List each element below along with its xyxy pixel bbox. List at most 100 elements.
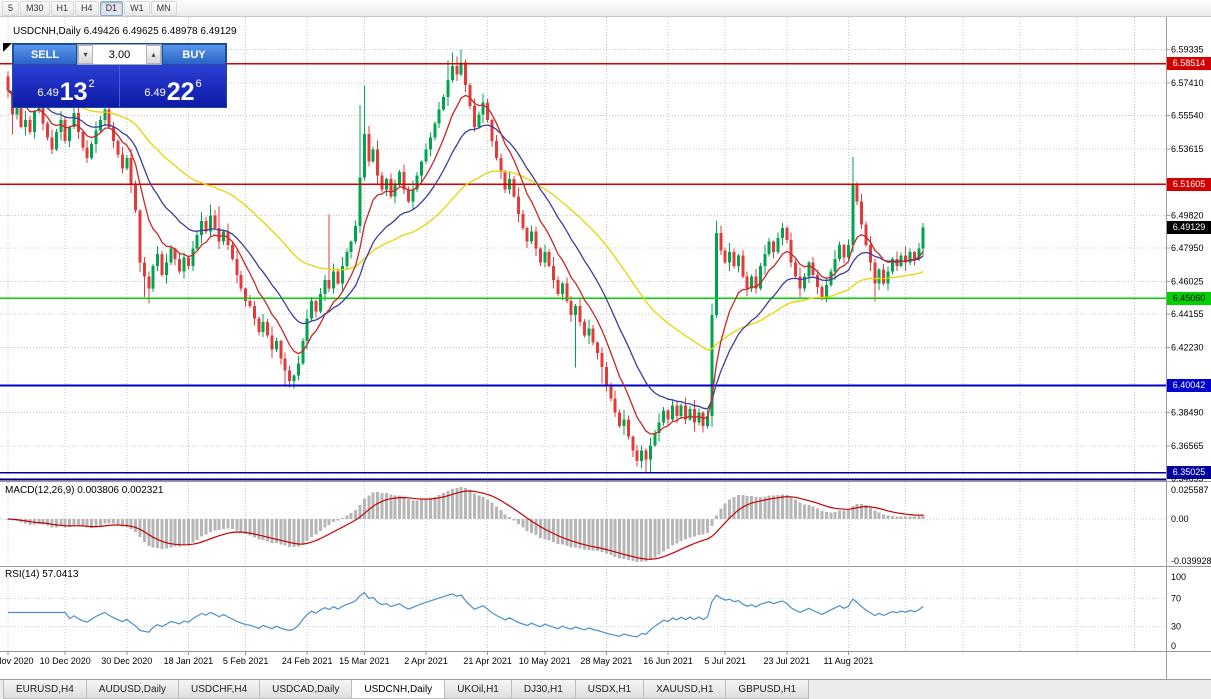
- one-click-top-row: SELL ▾ 3.00 ▴ BUY: [13, 44, 226, 65]
- rsi-name: RSI(14): [5, 569, 40, 580]
- svg-text:6.36565: 6.36565: [1171, 441, 1204, 451]
- svg-text:6.46025: 6.46025: [1171, 276, 1204, 286]
- buy-price-display[interactable]: 6.49 22 6: [119, 65, 226, 107]
- svg-text:6.47950: 6.47950: [1171, 243, 1204, 253]
- chart-tab-audusd-daily[interactable]: AUDUSD,Daily: [85, 680, 180, 699]
- chart-tab-xauusd-h1[interactable]: XAUUSD,H1: [643, 680, 727, 699]
- macd-indicator-label: MACD(12,26,9) 0.003806 0.002321: [5, 485, 163, 496]
- sell-button[interactable]: SELL: [13, 44, 77, 65]
- svg-text:100: 100: [1171, 572, 1186, 582]
- svg-text:30 Dec 2020: 30 Dec 2020: [101, 656, 152, 666]
- timeframe-button-h1[interactable]: H1: [50, 0, 75, 16]
- macd-layer: [0, 487, 1166, 562]
- svg-text:0.025587: 0.025587: [1171, 485, 1209, 495]
- one-click-collapse-icon[interactable]: [3, 43, 12, 52]
- chart-tab-dj30-h1[interactable]: DJ30,H1: [510, 680, 576, 699]
- chart-tab-gbpusd-h1[interactable]: GBPUSD,H1: [725, 680, 810, 699]
- ma-mid-blue: [7, 89, 924, 410]
- svg-text:5 Feb 2021: 5 Feb 2021: [223, 656, 269, 666]
- svg-text:10 May 2021: 10 May 2021: [519, 656, 571, 666]
- ohlc-values: 6.49426 6.49625 6.48978 6.49129: [83, 26, 237, 37]
- chart-tabs-bar: EURUSD,H4 AUDUSD,Daily USDCHF,H4 USDCAD,Dai…: [0, 679, 1211, 699]
- volume-spinner: ▾ 3.00 ▴: [77, 44, 162, 65]
- macd-values: 0.003806 0.002321: [77, 485, 164, 496]
- svg-text:70: 70: [1171, 593, 1181, 603]
- level-price-badge: 6.45060: [1167, 291, 1211, 305]
- sell-price-display[interactable]: 6.49 13 2: [13, 65, 119, 107]
- level-price-badge: 6.58514: [1167, 57, 1211, 71]
- panel-borders: [0, 17, 1211, 679]
- timeframe-button-mn[interactable]: MN: [150, 0, 177, 16]
- svg-text:18 Jan 2021: 18 Jan 2021: [164, 656, 214, 666]
- horizontal-level-lines[interactable]: [0, 63, 1166, 481]
- price-axis[interactable]: 6.58514 6.51605 6.45060 6.40042 6.35025 6.491…: [1166, 0, 1211, 679]
- volume-value[interactable]: 3.00: [108, 48, 131, 61]
- svg-text:6.59335: 6.59335: [1171, 45, 1204, 55]
- current-price-badge: 6.49129: [1167, 220, 1211, 234]
- macd-signal-line: [7, 490, 924, 560]
- svg-text:6.38490: 6.38490: [1171, 408, 1204, 418]
- chart-tab-ukoil-h1[interactable]: UKOil,H1: [444, 680, 512, 699]
- svg-text:6.53615: 6.53615: [1171, 144, 1204, 154]
- svg-text:6.49820: 6.49820: [1171, 210, 1204, 220]
- svg-text:6.57410: 6.57410: [1171, 78, 1204, 88]
- timeframe-button-w1[interactable]: W1: [124, 0, 150, 16]
- triangle-down-icon: ▾: [83, 50, 88, 59]
- timeframe-toolbar: 5 M30 H1 H4 D1 W1 MN: [0, 0, 1211, 17]
- level-price-badge: 6.40042: [1167, 379, 1211, 392]
- symbol-label: USDCNH,Daily: [13, 26, 81, 37]
- timeframe-button-m30[interactable]: M30: [20, 0, 50, 16]
- moving-averages-layer: [7, 89, 924, 435]
- one-click-trading-panel: SELL ▾ 3.00 ▴ BUY 6.49 13 2 6.49 22 6: [13, 44, 226, 107]
- svg-text:2 Apr 2021: 2 Apr 2021: [404, 656, 448, 666]
- svg-text:21 Apr 2021: 21 Apr 2021: [463, 656, 512, 666]
- svg-text:6.42230: 6.42230: [1171, 342, 1204, 352]
- svg-text:23 Jul 2021: 23 Jul 2021: [764, 656, 811, 666]
- sell-price-big-digits: 13: [59, 77, 88, 106]
- axis-text-layer: 6.59335 6.57410 6.55540 6.53615 6.49820 6.479…: [0, 45, 1211, 666]
- sell-price-pipette: 2: [88, 78, 95, 90]
- svg-text:0.00: 0.00: [1171, 514, 1189, 524]
- chart-tab-eurusd-h4[interactable]: EURUSD,H4: [3, 680, 87, 699]
- timeframe-button-5[interactable]: 5: [2, 0, 20, 16]
- triangle-up-icon: ▴: [151, 50, 156, 59]
- chart-tab-usdcnh-daily[interactable]: USDCNH,Daily: [351, 680, 446, 699]
- svg-text:21 Nov 2020: 21 Nov 2020: [0, 656, 34, 666]
- svg-text:10 Dec 2020: 10 Dec 2020: [40, 656, 91, 666]
- chart-tab-usdx-h1[interactable]: USDX,H1: [574, 680, 645, 699]
- time-axis[interactable]: [0, 652, 1166, 678]
- ma-slow-yellow: [7, 89, 924, 351]
- chart-tab-usdchf-h4[interactable]: USDCHF,H4: [178, 680, 261, 699]
- timeframe-button-d1[interactable]: D1: [99, 0, 124, 16]
- svg-text:30: 30: [1171, 622, 1181, 632]
- buy-price-big-digits: 22: [166, 77, 195, 106]
- grid-layer: [0, 17, 1166, 651]
- rsi-indicator-label: RSI(14) 57.0413: [5, 569, 78, 580]
- chart-symbol-title: USDCNH,Daily 6.49426 6.49625 6.48978 6.4…: [13, 26, 237, 37]
- svg-text:11 Aug 2021: 11 Aug 2021: [823, 656, 873, 666]
- svg-text:15 Mar 2021: 15 Mar 2021: [339, 656, 390, 666]
- timeframe-button-h4[interactable]: H4: [75, 0, 99, 16]
- svg-text:6.44155: 6.44155: [1171, 309, 1204, 319]
- rsi-value: 57.0413: [42, 569, 79, 580]
- buy-price-prefix: 6.49: [144, 87, 166, 99]
- svg-text:6.55540: 6.55540: [1171, 111, 1204, 121]
- volume-increase-button[interactable]: ▴: [146, 45, 161, 64]
- svg-text:16 Jun 2021: 16 Jun 2021: [643, 656, 693, 666]
- chart-tab-usdcad-daily[interactable]: USDCAD,Daily: [259, 680, 353, 699]
- svg-text:28 May 2021: 28 May 2021: [580, 656, 632, 666]
- buy-button[interactable]: BUY: [162, 44, 226, 65]
- level-price-badge: 6.35025: [1167, 466, 1211, 480]
- level-price-badge: 6.51605: [1167, 177, 1211, 191]
- rsi-layer: [0, 591, 1166, 638]
- svg-text:5 Jul 2021: 5 Jul 2021: [704, 656, 746, 666]
- buy-price-pipette: 6: [195, 78, 202, 90]
- svg-text:-0.039928: -0.039928: [1171, 556, 1211, 566]
- svg-text:0: 0: [1171, 641, 1176, 651]
- sell-price-prefix: 6.49: [37, 87, 59, 99]
- volume-decrease-button[interactable]: ▾: [78, 45, 93, 64]
- rsi-line: [8, 591, 924, 638]
- ma-fast-red: [7, 89, 924, 435]
